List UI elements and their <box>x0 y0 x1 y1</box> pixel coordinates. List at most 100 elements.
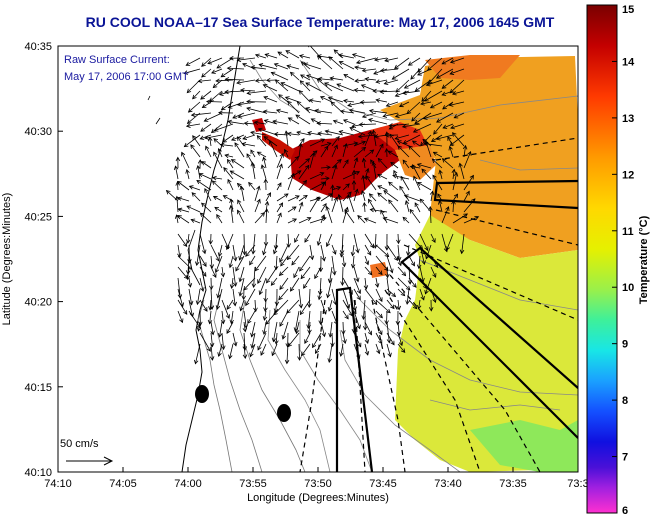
current-vector <box>353 233 360 254</box>
current-vector <box>419 288 425 301</box>
current-vector <box>224 89 245 95</box>
current-vector <box>262 244 267 256</box>
current-vector <box>449 68 465 75</box>
current-vector <box>177 299 188 315</box>
current-vector <box>386 343 392 358</box>
current-vector <box>364 288 378 306</box>
current-vector <box>229 277 235 289</box>
current-vector <box>256 135 267 147</box>
current-vector <box>452 132 465 147</box>
current-vector <box>416 162 432 169</box>
current-vector <box>364 321 372 336</box>
current-vector <box>316 233 322 246</box>
current-vector <box>397 145 410 158</box>
current-vector <box>303 277 311 289</box>
current-vector <box>274 332 279 345</box>
current-vector <box>357 214 366 224</box>
current-vector <box>304 332 311 344</box>
current-vector <box>177 215 190 224</box>
current-vector <box>364 255 370 266</box>
current-vector <box>429 190 435 202</box>
current-vector <box>245 288 256 307</box>
current-vector <box>368 193 377 202</box>
current-vector <box>290 277 300 292</box>
current-vector <box>396 233 401 245</box>
current-vector <box>385 266 390 279</box>
current-vector <box>404 200 410 213</box>
current-vector <box>206 99 223 104</box>
current-vector <box>221 332 226 351</box>
current-vector <box>242 233 247 256</box>
current-vector <box>412 123 432 133</box>
current-vector <box>397 288 406 297</box>
current-vector <box>210 244 220 262</box>
current-vector <box>414 112 432 125</box>
current-vector <box>428 299 434 312</box>
current-vector <box>379 68 399 73</box>
current-vector <box>463 190 470 202</box>
current-vector <box>316 78 333 92</box>
colorbar-tick-label: 14 <box>622 56 635 68</box>
current-vector <box>276 182 282 191</box>
current-vector <box>387 150 399 158</box>
current-vector <box>186 205 201 213</box>
current-vector <box>185 266 191 281</box>
current-vector <box>199 212 212 224</box>
current-vector <box>251 266 257 289</box>
current-vector <box>449 79 465 94</box>
mooring-marker <box>277 404 291 422</box>
current-vector <box>430 266 437 278</box>
current-vector <box>220 68 234 78</box>
current-vector <box>412 164 421 180</box>
colorbar <box>586 4 618 514</box>
current-vector <box>331 186 342 191</box>
current-vector <box>229 55 245 61</box>
current-vector <box>177 207 190 213</box>
current-vector <box>258 63 278 70</box>
current-vector <box>196 179 212 191</box>
current-vector <box>384 310 389 325</box>
current-vector <box>382 216 399 224</box>
current-vector <box>177 310 184 324</box>
current-vector <box>375 288 383 303</box>
current-vector <box>397 277 411 291</box>
current-vector <box>342 206 349 224</box>
current-vector <box>264 53 278 59</box>
current-vector <box>186 79 201 94</box>
current-vector <box>351 169 357 180</box>
current-vector <box>243 121 256 126</box>
current-vector <box>192 135 201 147</box>
current-vector <box>353 277 362 295</box>
current-vector <box>173 165 179 180</box>
current-vector <box>328 56 344 70</box>
current-vector <box>232 288 238 307</box>
current-vector <box>297 343 302 361</box>
current-vector <box>452 213 468 224</box>
current-vector <box>441 90 454 96</box>
current-vector <box>390 161 399 169</box>
current-vector <box>197 159 203 169</box>
current-vector <box>246 99 267 104</box>
y-tick-label: 40:15 <box>24 382 52 394</box>
current-vector <box>400 175 410 191</box>
current-vector <box>199 134 212 140</box>
current-vector <box>273 132 289 137</box>
current-vector <box>212 196 223 202</box>
current-vector <box>279 277 289 291</box>
colorbar-tick-label: 6 <box>622 505 628 517</box>
current-vector <box>423 141 443 147</box>
current-vector <box>276 212 282 224</box>
current-vector <box>397 266 407 277</box>
current-vector <box>320 145 329 158</box>
current-vector <box>441 206 450 224</box>
current-vector <box>447 136 454 147</box>
current-vector <box>309 244 315 261</box>
sst-orange-spot <box>370 262 388 278</box>
current-vector <box>201 68 212 78</box>
current-vector <box>198 310 203 327</box>
current-vector <box>442 123 454 129</box>
current-vector <box>254 255 267 272</box>
current-vector <box>235 255 245 272</box>
current-vector <box>312 332 322 349</box>
current-vector <box>388 181 399 191</box>
